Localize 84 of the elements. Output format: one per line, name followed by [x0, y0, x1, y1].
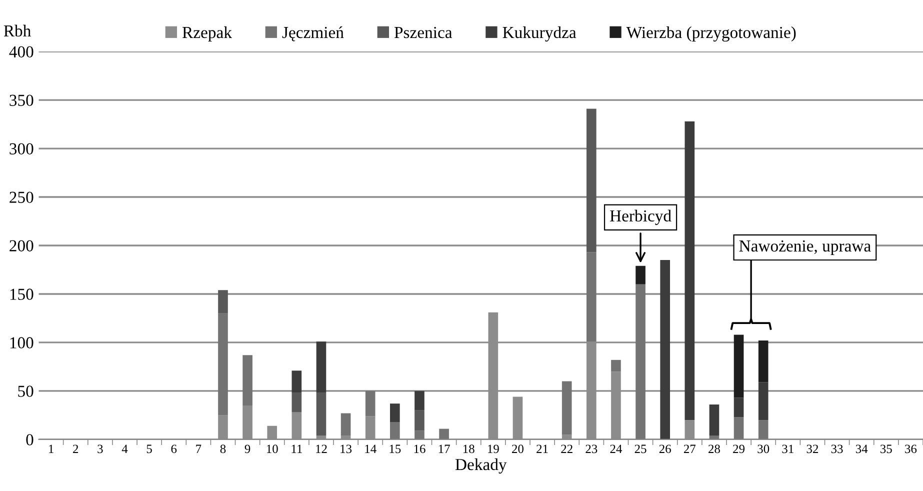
bar: [390, 422, 400, 440]
x-tick-label: 10: [266, 444, 278, 454]
bar: [709, 404, 720, 436]
bar: [611, 360, 621, 372]
legend-label: Kukurydza: [502, 26, 576, 42]
x-tick-label: 12: [316, 444, 327, 453]
bar: [636, 284, 646, 440]
x-tick-label: 9: [244, 444, 250, 454]
x-tick-label: 21: [536, 444, 548, 453]
x-tick-label: 3: [98, 444, 103, 454]
bar: [218, 313, 228, 416]
x-tick-label: 5: [146, 444, 152, 454]
bar: [586, 108, 596, 252]
y-tick-label: 50: [18, 386, 34, 397]
y-tick-label: 100: [10, 337, 34, 348]
x-tick-label: 13: [340, 444, 352, 454]
x-tick-label: 2: [73, 444, 78, 453]
legend-label: Pszenica: [394, 26, 452, 38]
y-tick-label: 400: [9, 46, 34, 58]
bar: [414, 430, 424, 440]
x-tick-label: 28: [708, 444, 720, 454]
bar: [586, 252, 596, 342]
y-axis-title: Rbh: [4, 24, 31, 37]
bar: [734, 417, 744, 440]
x-tick-label: 6: [171, 444, 177, 454]
x-tick-label: 31: [782, 444, 794, 454]
annotation: Herbicyd: [610, 210, 672, 225]
bar: [734, 334, 744, 398]
y-tick-label: 250: [10, 192, 34, 203]
x-tick-label: 33: [831, 444, 843, 454]
x-tick-label: 25: [634, 444, 646, 454]
x-tick-label: 17: [438, 444, 450, 453]
legend-label: Jęczmień: [282, 26, 344, 42]
y-tick-label: 200: [10, 240, 34, 252]
bar: [218, 290, 228, 314]
x-tick-label: 29: [733, 444, 745, 454]
x-tick-label: 27: [684, 444, 696, 453]
x-tick-label: 16: [414, 444, 426, 454]
bar: [390, 404, 400, 422]
x-tick-label: 14: [365, 444, 376, 453]
bar: [758, 382, 768, 420]
x-tick-label: 4: [122, 444, 128, 453]
bar: [684, 121, 695, 420]
x-tick-label: 24: [610, 444, 622, 453]
x-tick-label: 36: [905, 444, 917, 454]
bar: [758, 340, 768, 382]
y-tick-label: 350: [10, 94, 34, 106]
x-tick-label: 1: [49, 444, 54, 453]
annotation: Nawożenie, uprawa: [739, 240, 871, 255]
x-tick-label: 7: [196, 444, 202, 453]
bar: [562, 381, 572, 435]
bar: [636, 266, 646, 284]
x-tick-label: 19: [488, 444, 499, 454]
bar: [414, 410, 424, 431]
x-tick-label: 32: [806, 444, 818, 454]
x-tick-label: 35: [880, 444, 892, 454]
legend-label: Rzepak: [182, 26, 232, 42]
x-tick-label: 8: [220, 444, 226, 454]
bar: [242, 355, 252, 406]
x-tick-label: 18: [463, 444, 474, 454]
x-tick-label: 30: [758, 444, 770, 454]
x-tick-label: 15: [390, 444, 401, 454]
bar: [316, 342, 326, 393]
bar: [316, 392, 326, 436]
y-tick-label: 0: [26, 434, 34, 446]
x-tick-label: 22: [561, 444, 572, 453]
bar: [292, 370, 302, 393]
x-tick-label: 23: [586, 444, 598, 454]
bar: [414, 390, 424, 410]
bar: [340, 413, 351, 436]
bar: [660, 260, 670, 440]
bar: [758, 420, 768, 440]
bar: [734, 398, 744, 418]
x-tick-label: 26: [659, 444, 671, 454]
y-tick-label: 150: [10, 288, 34, 300]
legend-label: Wierzba (przygotowanie): [626, 26, 796, 42]
x-tick-label: 34: [856, 444, 868, 454]
bar: [365, 390, 376, 416]
x-tick-label: 20: [512, 444, 524, 454]
bar: [292, 392, 302, 412]
x-tick-label: 11: [292, 444, 302, 453]
y-tick-label: 300: [10, 143, 34, 154]
x-axis-title: Dekady: [455, 458, 507, 474]
bar: [439, 428, 449, 440]
